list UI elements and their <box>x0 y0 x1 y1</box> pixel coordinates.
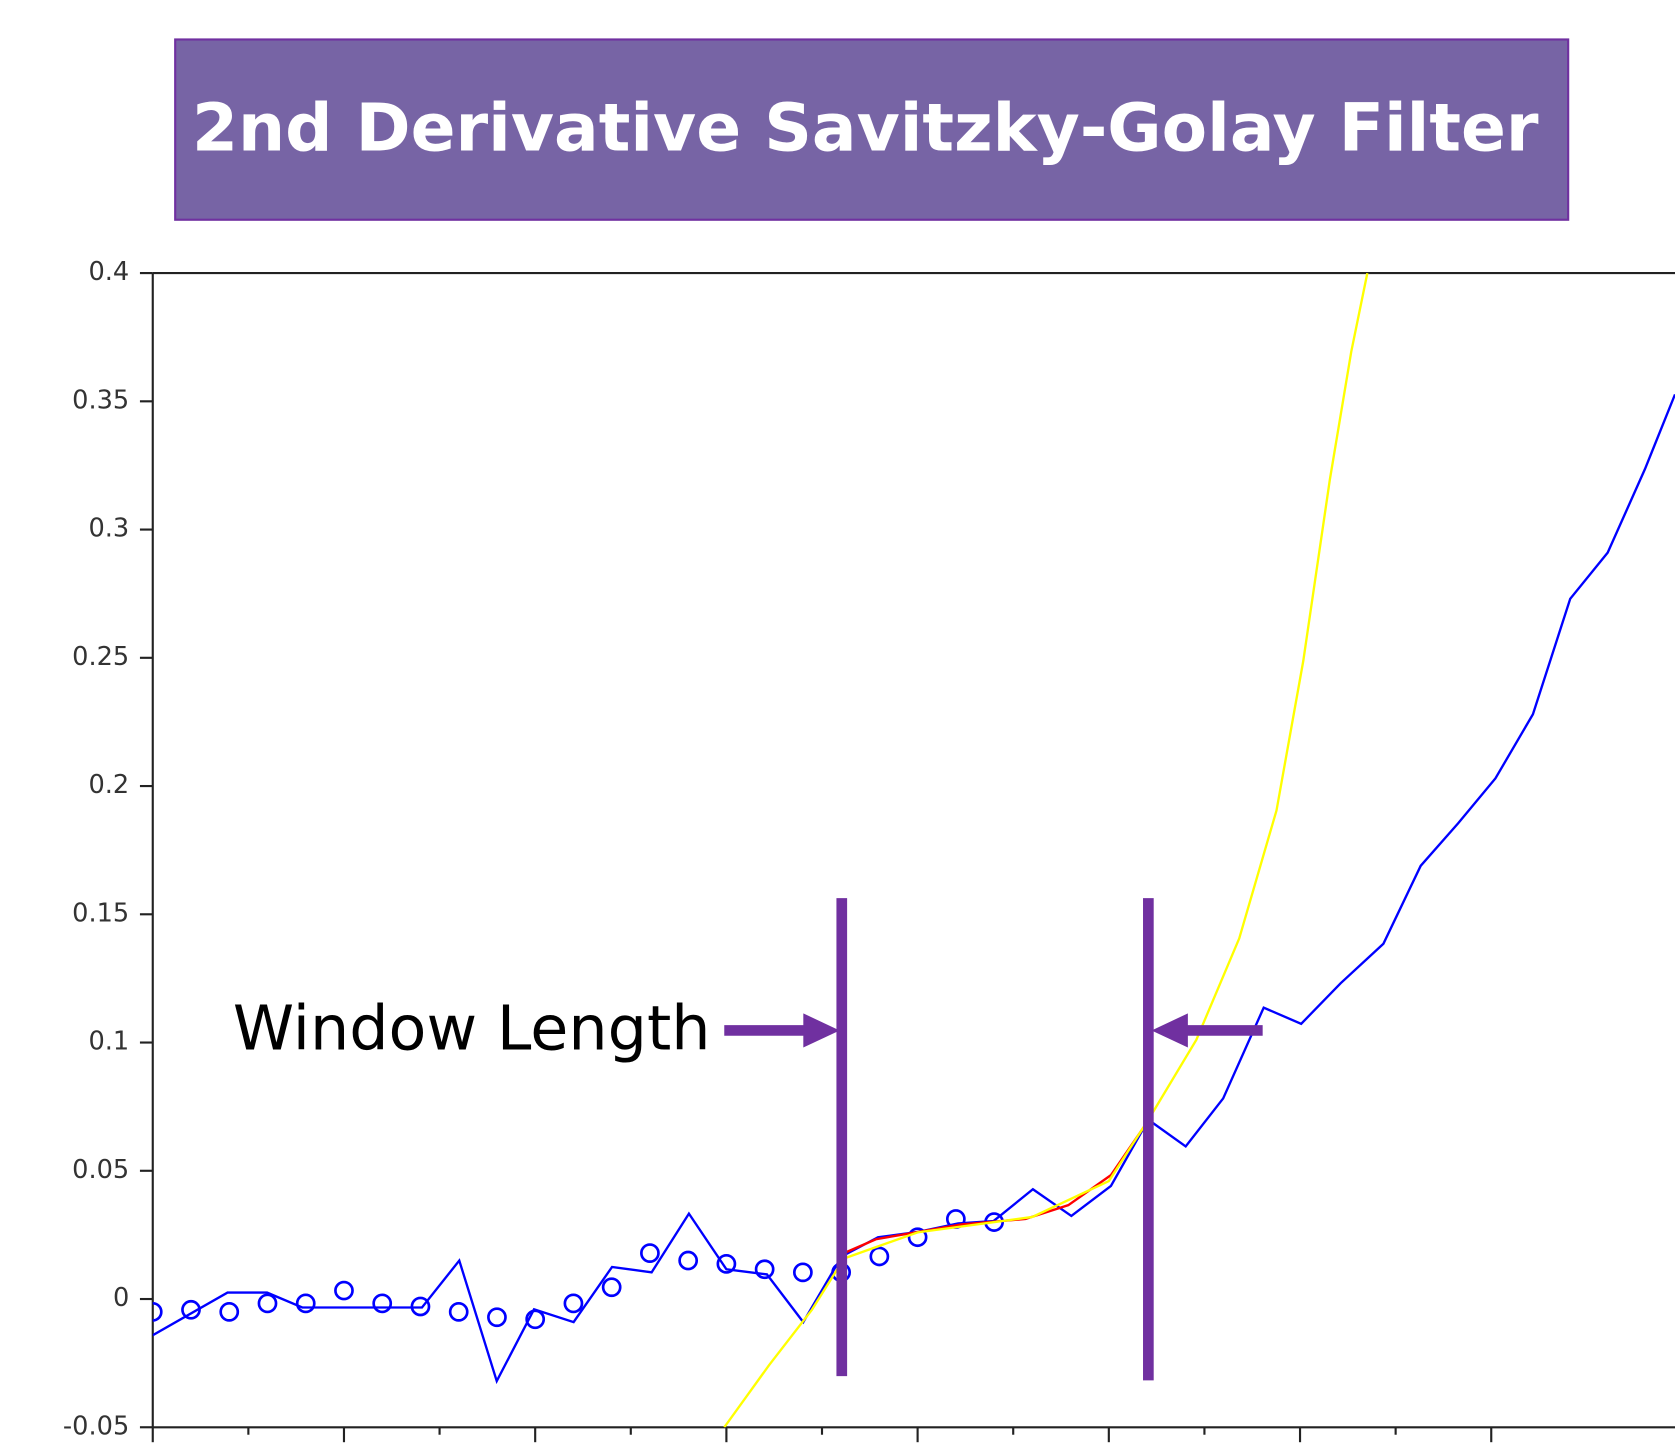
marker <box>716 1254 737 1274</box>
marker <box>372 1293 393 1314</box>
marker <box>678 1250 699 1271</box>
marker <box>219 1301 240 1322</box>
marker <box>257 1293 278 1314</box>
series-line <box>843 1124 1147 1255</box>
marker <box>792 1262 813 1283</box>
chart-title: 2nd Derivative Savitzky-Golay Filter <box>192 89 1539 166</box>
marker <box>448 1301 469 1322</box>
y-tick-label: 0.3 <box>88 514 129 544</box>
series-line <box>723 273 1369 1428</box>
plot-area: -0.05 0 0.05 0.1 0.15 0.2 0.25 0.3 0.35 0.4 <box>63 257 1675 1443</box>
arrow-head <box>1151 1013 1188 1048</box>
marker <box>601 1277 622 1298</box>
annotation-text: Window Length <box>233 993 711 1065</box>
title-banner <box>174 38 1570 221</box>
y-tick-label: 0.05 <box>72 1155 129 1185</box>
marker <box>487 1307 507 1328</box>
y-tick-label: 0 <box>113 1283 129 1313</box>
marker <box>410 1296 431 1317</box>
marker <box>640 1243 660 1263</box>
marker <box>754 1259 775 1280</box>
y-tick-label: 0.2 <box>88 770 129 800</box>
y-tick-label: 0.4 <box>88 257 129 287</box>
y-tick-label: 0.35 <box>72 385 129 415</box>
y-tick-label: 0.1 <box>88 1027 129 1057</box>
y-tick-label: 0.25 <box>72 642 129 672</box>
y-tick-label: -0.05 <box>63 1411 129 1441</box>
marker <box>563 1293 584 1314</box>
marker <box>295 1293 316 1314</box>
marker <box>907 1227 928 1248</box>
marker <box>869 1246 890 1267</box>
annotation: Window Length <box>233 898 1263 1381</box>
series-line <box>152 393 1675 1385</box>
marker <box>152 1301 163 1322</box>
marker <box>334 1280 354 1301</box>
arrow-head <box>803 1013 840 1048</box>
marker <box>525 1309 546 1330</box>
marker <box>181 1299 201 1320</box>
y-tick-label: 0.15 <box>72 898 129 928</box>
